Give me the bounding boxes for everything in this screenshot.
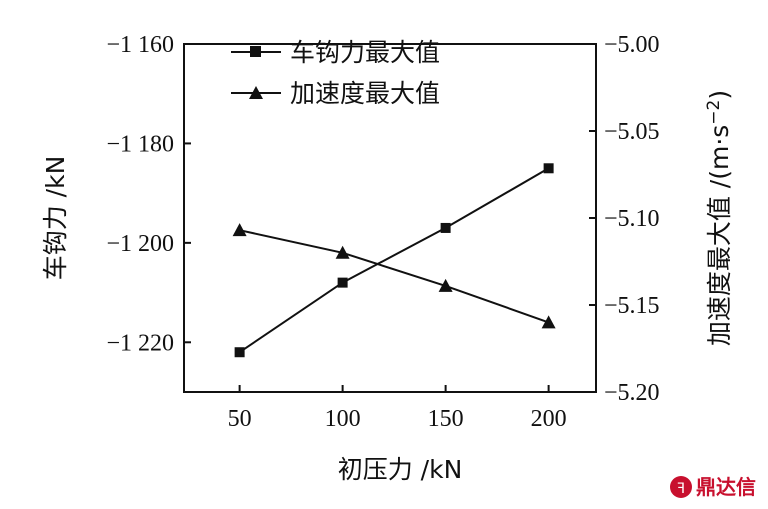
y-right-tick-label: −5.15 [604,293,660,319]
y-left-tick-label: −1 180 [106,131,174,157]
y-axis-right-title: 加速度最大值 /(m·s−2) [704,90,734,346]
legend-label-2: 加速度最大值 [290,79,440,108]
data-point-square [234,347,245,358]
y-axis-left-title: 车钩力 /kN [41,156,70,281]
y-right-tick-label: −5.20 [604,380,660,406]
x-tick-label: 50 [228,406,252,432]
y-left-tick-label: −1 200 [106,231,174,257]
y-axis-right-title-close: ) [705,90,734,100]
watermark-text: 鼎达信 [696,475,756,499]
y-left-tick-label: −1 160 [106,32,174,58]
y-right-tick-label: −5.10 [604,206,660,232]
y-axis-right-title-main: 加速度最大值 /(m·s [705,125,734,346]
legend: 车钩力最大值 加速度最大值 [231,38,440,108]
x-tick-label: 100 [325,406,361,432]
legend-marker-square [250,46,261,57]
watermark: ꟻ 鼎达信 [670,475,756,499]
data-point-triangle [335,245,350,259]
series-line-1 [239,167,550,354]
data-point-square [543,163,554,174]
series-line-2 [239,229,549,324]
watermark-logo-icon [670,476,692,498]
data-point-square [440,222,451,233]
x-axis: 50 100 150 200 [228,385,567,432]
data-point-triangle [541,315,556,329]
data-point-square [337,277,348,288]
legend-label-1: 车钩力最大值 [290,38,440,67]
y-right-tick-label: −5.05 [604,119,660,145]
x-axis-title: 初压力 /kN [338,455,463,484]
y-left-tick-label: −1 220 [106,330,174,356]
x-tick-label: 150 [428,406,464,432]
watermark-logo-glyph: ꟻ [677,481,685,497]
y-axis-left: −1 160 −1 180 −1 200 −1 220 [106,32,191,356]
y-axis-right-title-sup: −2 [704,100,724,125]
y-axis-right: −5.00 −5.05 −5.10 −5.15 −5.20 [589,32,660,406]
data-point-triangle [438,278,453,292]
series-layer [232,163,556,358]
legend-marker-triangle [249,86,263,99]
y-right-tick-label: −5.00 [604,32,660,58]
x-tick-label: 200 [531,406,567,432]
data-point-triangle [232,223,247,237]
